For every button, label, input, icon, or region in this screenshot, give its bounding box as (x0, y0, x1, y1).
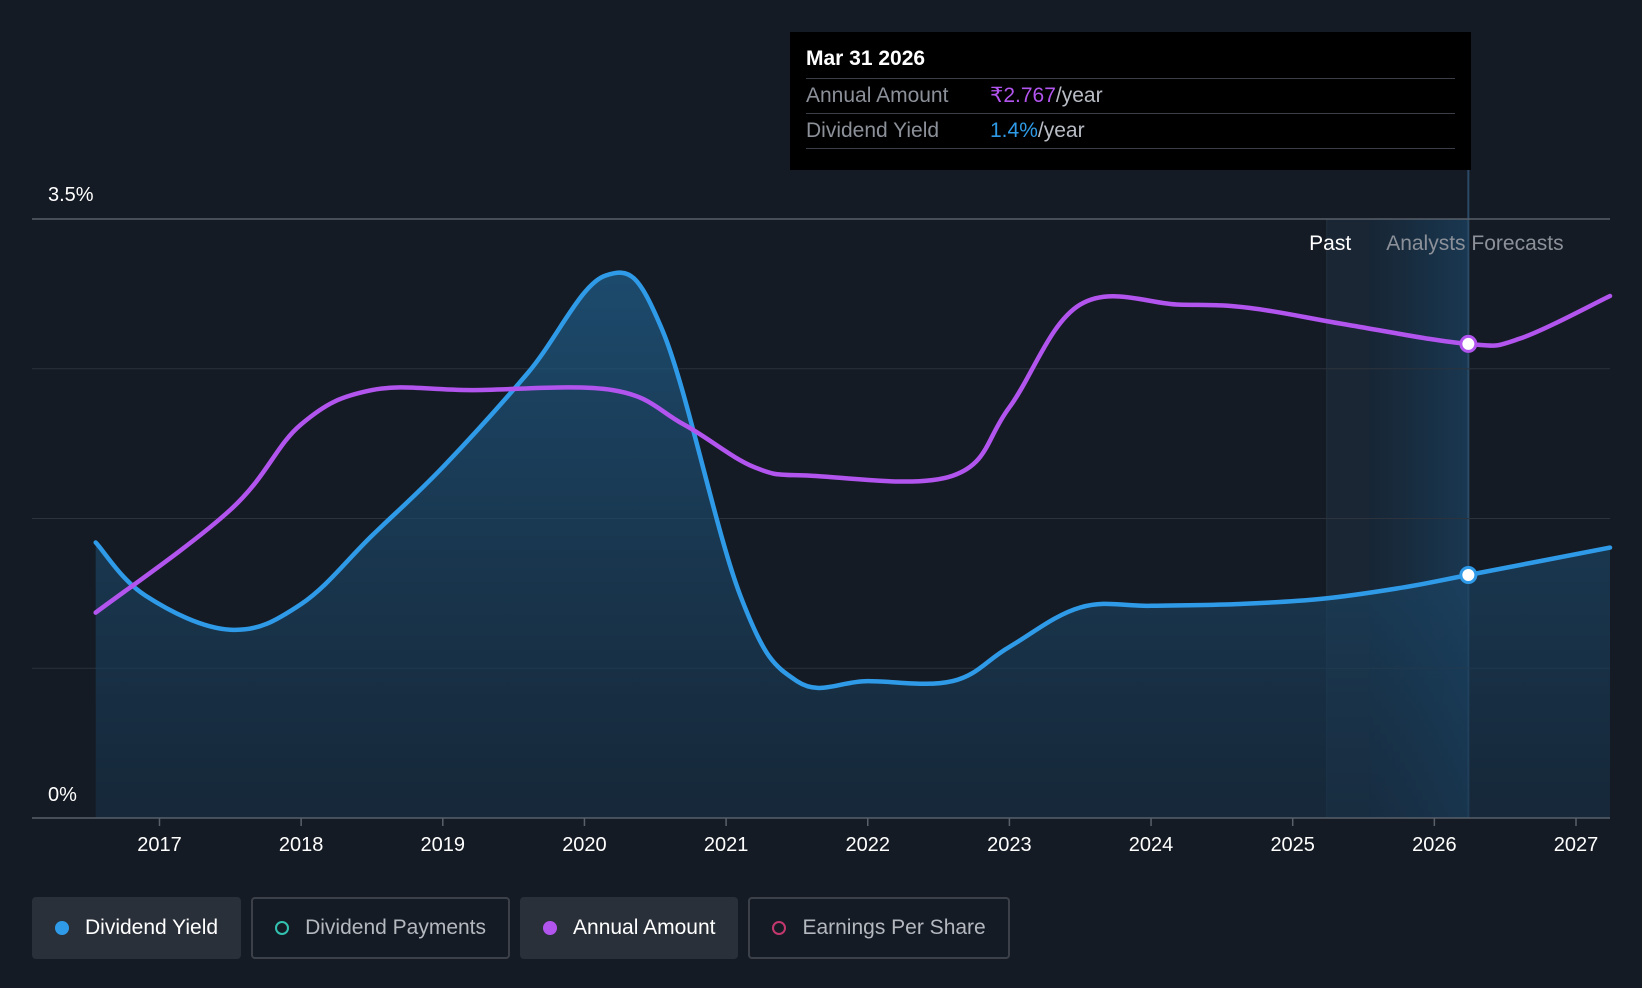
tooltip-unit: /year (1055, 84, 1103, 107)
x-tick-label: 2026 (1412, 834, 1457, 856)
annual-amount-line (93, 293, 1613, 615)
tooltip-date: Mar 31 2026 (806, 44, 1455, 79)
tooltip: Mar 31 2026 Annual Amount ₹2.767 /year D… (790, 32, 1471, 170)
past-label: Past (1309, 232, 1351, 255)
x-tick-label: 2018 (279, 834, 324, 856)
tooltip-value: 1.4% (990, 119, 1038, 142)
tooltip-value: ₹2.767 (990, 84, 1056, 107)
legend-label: Dividend Yield (85, 916, 219, 939)
dividend-payments-ring-icon (275, 921, 290, 935)
legend-item-annual-amount[interactable]: Annual Amount (520, 897, 739, 959)
legend-label: Dividend Payments (305, 916, 487, 939)
x-tick-label: 2027 (1554, 834, 1599, 856)
legend-item-earnings-per-share[interactable]: Earnings Per Share (748, 897, 1010, 959)
annual-amount-dot-icon (543, 921, 558, 935)
tooltip-label: Annual Amount (806, 84, 949, 107)
x-tick-label: 2021 (704, 834, 749, 856)
legend: Dividend Yield Dividend Payments Annual … (32, 897, 1010, 959)
legend-label: Annual Amount (573, 916, 716, 939)
earnings-per-share-ring-icon (772, 921, 787, 935)
x-tick-label: 2020 (562, 834, 607, 856)
tooltip-unit: /year (1037, 119, 1085, 142)
y-axis-bottom-label: 0% (48, 784, 77, 806)
annual-amount-highlight-point (1459, 334, 1478, 353)
forecast-label: Analysts Forecasts (1386, 232, 1563, 255)
x-tick-label: 2023 (987, 834, 1032, 856)
tooltip-label: Dividend Yield (806, 119, 940, 142)
tooltip-row-annual-amount: Annual Amount ₹2.767 /year (806, 79, 1455, 114)
dividend-yield-area (95, 272, 1611, 819)
legend-label: Earnings Per Share (802, 916, 986, 939)
x-tick-label: 2022 (845, 834, 890, 856)
dividend-yield-line (93, 270, 1613, 691)
x-tick-label: 2019 (421, 834, 466, 856)
x-tick-label: 2017 (137, 834, 182, 856)
dividend-yield-dot-icon (55, 921, 69, 935)
dividend-yield-highlight-point (1459, 565, 1478, 584)
legend-item-dividend-payments[interactable]: Dividend Payments (251, 897, 511, 959)
tooltip-row-dividend-yield: Dividend Yield 1.4% /year (806, 114, 1455, 149)
x-tick-label: 2025 (1270, 834, 1315, 856)
legend-item-dividend-yield[interactable]: Dividend Yield (32, 897, 242, 959)
y-axis-top-label: 3.5% (48, 184, 94, 206)
x-tick-label: 2024 (1129, 834, 1174, 856)
